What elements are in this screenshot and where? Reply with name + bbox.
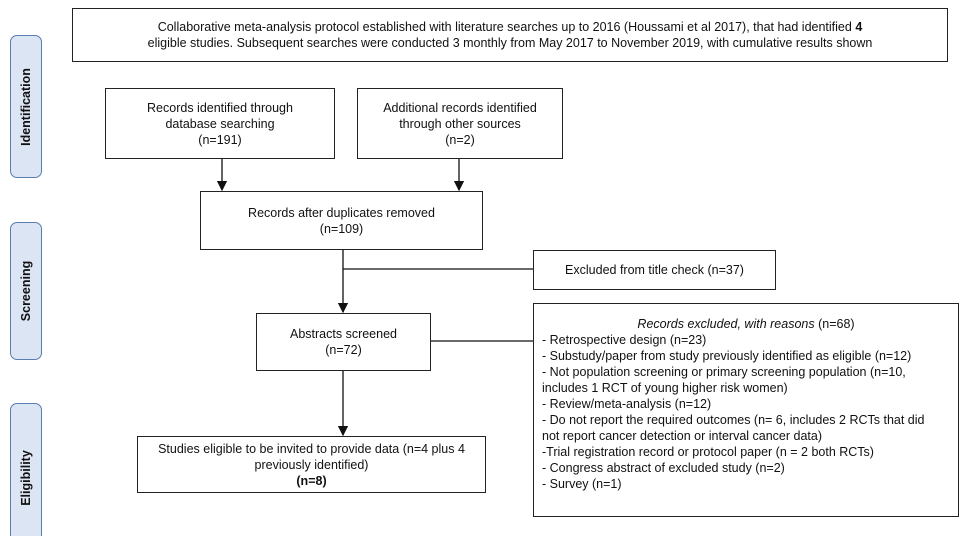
- box-text: (n=109): [319, 221, 364, 236]
- box-text: Additional records identified: [383, 100, 537, 115]
- box-text: Records after duplicates removed: [248, 205, 435, 220]
- box-text: Records identified through: [147, 100, 293, 115]
- eligible-box: Studies eligible to be invited to provid…: [137, 436, 486, 493]
- reason-line: - Congress abstract of excluded study (n…: [542, 461, 785, 475]
- reason-line: - Retrospective design (n=23): [542, 333, 707, 347]
- reason-line: - Not population screening or primary sc…: [542, 365, 906, 379]
- box-text-bold: (n=8): [296, 473, 327, 488]
- exclusions-box: Records excluded, with reasons (n=68) - …: [533, 303, 959, 517]
- phase-label: Screening: [19, 260, 33, 322]
- phase-label: Identification: [19, 67, 33, 146]
- duplicates-box: Records after duplicates removed (n=109): [200, 191, 483, 250]
- reason-line: - Substudy/paper from study previously i…: [542, 349, 912, 363]
- reason-line: - Review/meta-analysis (n=12): [542, 397, 712, 411]
- box-text: Excluded from title check (n=37): [565, 263, 744, 277]
- box-text: Studies eligible to be invited to provid…: [158, 441, 465, 456]
- reasons-list: - Retrospective design (n=23) - Substudy/…: [542, 332, 958, 492]
- title-check-box: Excluded from title check (n=37): [533, 250, 776, 290]
- abstracts-box: Abstracts screened (n=72): [256, 313, 431, 371]
- box-text: database searching: [165, 116, 275, 131]
- exclusions-count: (n=68): [818, 317, 855, 331]
- header-line: Collaborative meta-analysis protocol est…: [73, 19, 947, 35]
- header-text: eligible studies. Subsequent searches we…: [147, 36, 873, 50]
- box-text: (n=2): [445, 132, 475, 147]
- phase-tab: Eligibility: [10, 403, 42, 536]
- box-text: (n=191): [198, 132, 242, 147]
- exclusions-heading: Records excluded, with reasons (n=68): [542, 316, 958, 332]
- phase-tab: Identification: [10, 35, 42, 178]
- phase-label: Eligibility: [19, 450, 33, 506]
- phase-tab: Screening: [10, 222, 42, 360]
- header-box: Collaborative meta-analysis protocol est…: [72, 8, 948, 62]
- reason-line: - Do not report the required outcomes (n…: [542, 413, 925, 427]
- reason-line: not report cancer detection or interval …: [542, 429, 823, 443]
- box-text: previously identified): [254, 457, 369, 472]
- box-text: Abstracts screened: [290, 327, 397, 341]
- box-text: through other sources: [399, 116, 521, 131]
- database-box: Records identified through database sear…: [105, 88, 335, 159]
- reason-line: -Trial registration record or protocol p…: [542, 445, 874, 459]
- box-text: (n=72): [325, 343, 362, 357]
- exclusions-title: Records excluded, with reasons: [637, 317, 815, 331]
- header-bold: 4: [855, 20, 863, 34]
- reason-line: - Survey (n=1): [542, 477, 622, 491]
- reason-line: includes 1 RCT of young higher risk wome…: [542, 381, 788, 395]
- header-text: Collaborative meta-analysis protocol est…: [157, 20, 852, 34]
- other-sources-box: Additional records identified through ot…: [357, 88, 563, 159]
